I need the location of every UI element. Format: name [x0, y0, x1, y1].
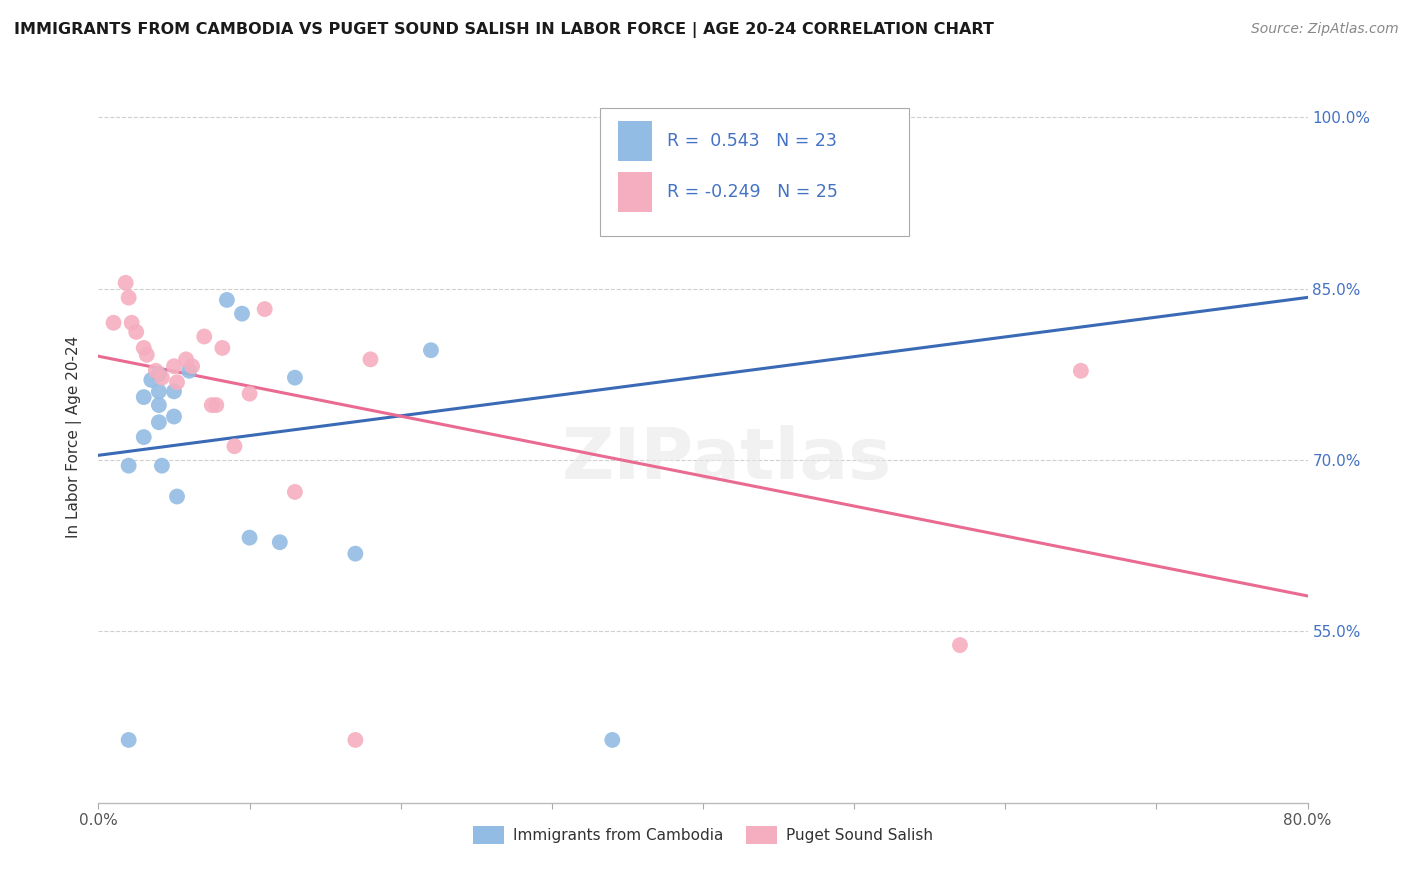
- Point: [231, 307, 253, 321]
- Point: [148, 398, 170, 412]
- Point: [132, 430, 155, 444]
- Point: [344, 733, 367, 747]
- Point: [166, 375, 188, 389]
- Point: [284, 370, 307, 384]
- Point: [211, 341, 233, 355]
- Point: [103, 316, 125, 330]
- Legend: Immigrants from Cambodia, Puget Sound Salish: Immigrants from Cambodia, Puget Sound Sa…: [467, 820, 939, 850]
- Point: [148, 368, 170, 382]
- Text: ZIPatlas: ZIPatlas: [562, 425, 893, 493]
- Point: [132, 341, 155, 355]
- Point: [201, 398, 224, 412]
- FancyBboxPatch shape: [600, 108, 908, 236]
- Point: [179, 364, 201, 378]
- Point: [163, 409, 186, 424]
- Point: [224, 439, 246, 453]
- Point: [420, 343, 443, 358]
- Point: [150, 458, 173, 473]
- Point: [174, 352, 197, 367]
- Point: [135, 348, 157, 362]
- Text: IMMIGRANTS FROM CAMBODIA VS PUGET SOUND SALISH IN LABOR FORCE | AGE 20-24 CORREL: IMMIGRANTS FROM CAMBODIA VS PUGET SOUND …: [14, 22, 994, 38]
- Y-axis label: In Labor Force | Age 20-24: In Labor Force | Age 20-24: [66, 336, 83, 538]
- Text: R =  0.543   N = 23: R = 0.543 N = 23: [666, 132, 837, 150]
- Point: [163, 384, 186, 399]
- Point: [949, 638, 972, 652]
- Point: [118, 291, 141, 305]
- FancyBboxPatch shape: [619, 172, 652, 212]
- Point: [215, 293, 238, 307]
- Point: [269, 535, 291, 549]
- Point: [118, 458, 141, 473]
- Point: [239, 531, 262, 545]
- Point: [239, 386, 262, 401]
- Point: [132, 390, 155, 404]
- Point: [253, 302, 276, 317]
- Point: [148, 384, 170, 399]
- Point: [1070, 364, 1092, 378]
- Point: [114, 276, 136, 290]
- Point: [193, 329, 215, 343]
- Point: [181, 359, 204, 374]
- Point: [166, 490, 188, 504]
- Point: [118, 733, 141, 747]
- Point: [145, 364, 167, 378]
- Point: [344, 547, 367, 561]
- Text: R = -0.249   N = 25: R = -0.249 N = 25: [666, 183, 838, 201]
- Point: [889, 135, 911, 149]
- Point: [602, 733, 624, 747]
- Point: [205, 398, 228, 412]
- Point: [148, 415, 170, 429]
- Point: [121, 316, 143, 330]
- Point: [141, 373, 163, 387]
- Point: [360, 352, 382, 367]
- FancyBboxPatch shape: [619, 120, 652, 161]
- Point: [163, 359, 186, 374]
- Text: Source: ZipAtlas.com: Source: ZipAtlas.com: [1251, 22, 1399, 37]
- Point: [125, 325, 148, 339]
- Point: [284, 485, 307, 500]
- Point: [150, 370, 173, 384]
